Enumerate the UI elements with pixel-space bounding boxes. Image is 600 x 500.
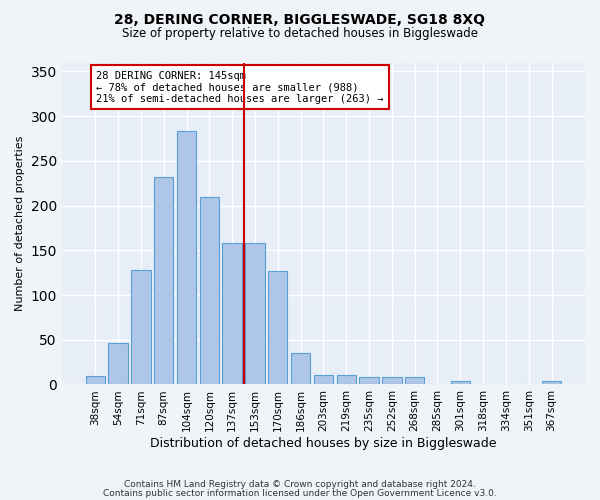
Bar <box>86 376 105 384</box>
Bar <box>314 374 333 384</box>
Bar <box>337 374 356 384</box>
Bar <box>200 196 219 384</box>
Y-axis label: Number of detached properties: Number of detached properties <box>15 136 25 311</box>
Text: Contains public sector information licensed under the Open Government Licence v3: Contains public sector information licen… <box>103 488 497 498</box>
X-axis label: Distribution of detached houses by size in Biggleswade: Distribution of detached houses by size … <box>150 437 497 450</box>
Text: Contains HM Land Registry data © Crown copyright and database right 2024.: Contains HM Land Registry data © Crown c… <box>124 480 476 489</box>
Bar <box>405 378 424 384</box>
Bar <box>131 270 151 384</box>
Text: Size of property relative to detached houses in Biggleswade: Size of property relative to detached ho… <box>122 28 478 40</box>
Bar <box>359 378 379 384</box>
Bar <box>291 353 310 384</box>
Text: 28 DERING CORNER: 145sqm
← 78% of detached houses are smaller (988)
21% of semi-: 28 DERING CORNER: 145sqm ← 78% of detach… <box>96 70 383 104</box>
Bar <box>451 381 470 384</box>
Bar <box>542 381 561 384</box>
Bar <box>154 177 173 384</box>
Bar <box>245 243 265 384</box>
Bar <box>109 344 128 384</box>
Bar <box>382 378 401 384</box>
Bar <box>223 243 242 384</box>
Bar <box>177 132 196 384</box>
Bar <box>268 271 287 384</box>
Text: 28, DERING CORNER, BIGGLESWADE, SG18 8XQ: 28, DERING CORNER, BIGGLESWADE, SG18 8XQ <box>115 12 485 26</box>
